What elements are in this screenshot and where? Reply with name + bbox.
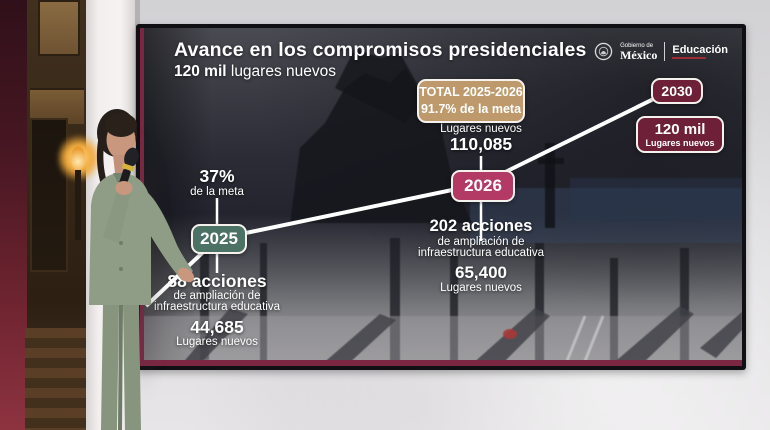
slide-subtitle-rest: lugares nuevos — [226, 63, 336, 80]
logo-divider — [664, 42, 666, 61]
slide-subtitle: 120 mil lugares nuevos — [174, 63, 336, 81]
actions-2026-sub1: de ampliación de — [437, 236, 525, 248]
year-badge-2030: 2030 — [651, 78, 703, 104]
mexico-seal-icon — [594, 42, 613, 61]
lamp-pole — [75, 170, 81, 240]
wood-panel-inset — [38, 0, 80, 56]
value-2025: 44,685 — [190, 317, 244, 337]
slide-content: Avance en los compromisos presidenciales… — [140, 28, 742, 366]
gobierno-text: Gobierno de México — [620, 43, 657, 61]
total-badge-line2: 91.7% de la meta — [420, 102, 522, 116]
year-badge-2025: 2025 — [191, 224, 247, 254]
pct-of-goal-2025-label: de la meta — [190, 186, 244, 198]
presenter-figure — [89, 109, 195, 430]
total-badge-line1: TOTAL 2025-2026 — [419, 84, 523, 99]
red-curtain — [0, 0, 27, 430]
value-2025-label: Lugares nuevos — [176, 336, 258, 348]
value-2026: 65,400 — [455, 263, 507, 282]
actions-2025-sub2: infraestructura educativa — [154, 301, 280, 313]
educacion-text: Educación — [672, 44, 728, 56]
actions-2025-sub1: de ampliación de — [173, 290, 261, 302]
gobierno-pre: Gobierno de — [620, 42, 654, 49]
actions-2026-sub2: infraestructura educativa — [418, 247, 544, 259]
total-2025-2026-badge: TOTAL 2025-2026 91.7% de la meta — [417, 79, 525, 123]
gobierno-mexico-logo: Gobierno de México Educación — [594, 42, 728, 61]
carved-wood-furniture — [25, 328, 97, 430]
lamp-light — [71, 146, 85, 170]
cumulative-value: 110,085 — [449, 134, 513, 154]
pct-of-goal-2025: 37% — [199, 166, 235, 186]
construction-photo-background — [140, 48, 742, 366]
goal-value: 120 mil — [654, 120, 706, 138]
educacion-logo: Educación — [672, 44, 728, 59]
slide-title: Avance en los compromisos presidenciales — [174, 39, 587, 61]
slide-bottom-accent — [140, 360, 742, 366]
goal-label: Lugares nuevos — [645, 137, 715, 148]
slide-subtitle-bold: 120 mil — [174, 63, 227, 80]
gobierno-name: México — [620, 47, 658, 62]
year-badge-2026: 2026 — [451, 170, 515, 202]
cumulative-label: Lugares nuevos — [440, 123, 522, 135]
presentation-screen: Avance en los compromisos presidenciales… — [136, 24, 746, 370]
value-2026-label: Lugares nuevos — [440, 282, 522, 294]
educacion-underline — [672, 57, 707, 59]
goal-badge-120mil: 120 mil Lugares nuevos — [636, 116, 724, 153]
